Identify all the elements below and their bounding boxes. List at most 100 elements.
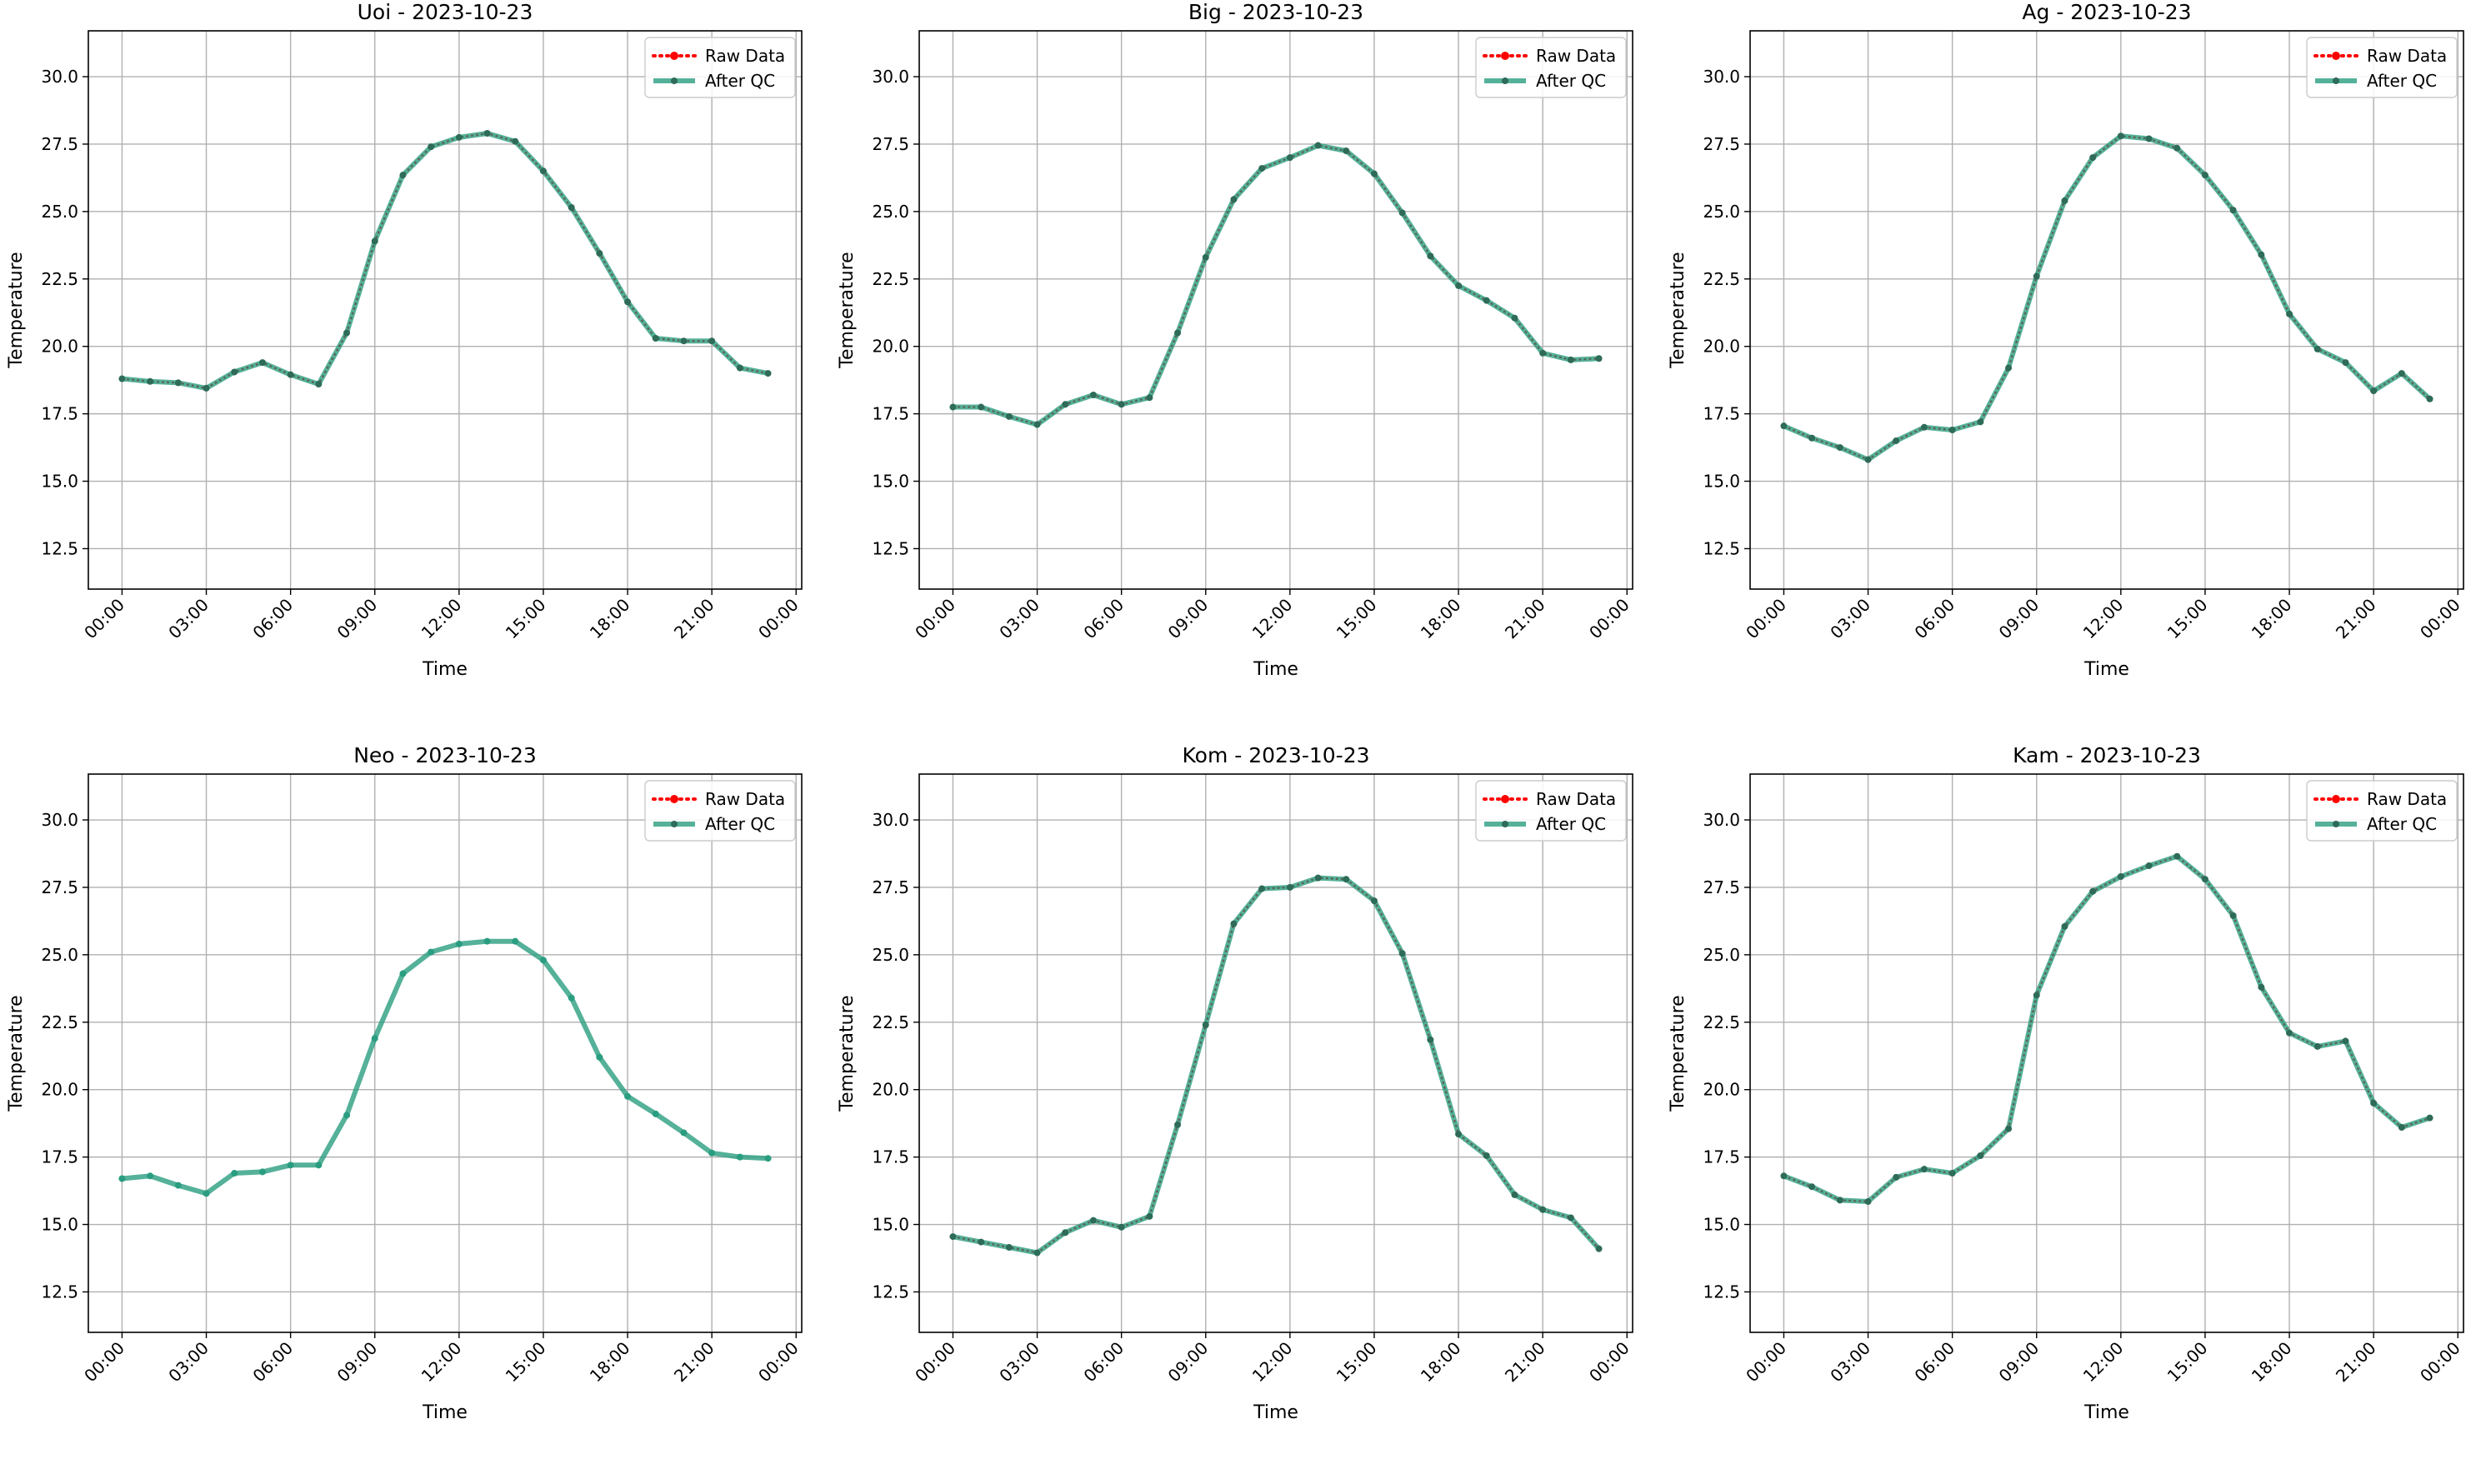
- x-tick-label: 00:00: [911, 1338, 959, 1387]
- x-tick-label: 12:00: [418, 1338, 466, 1387]
- x-tick-label: 09:00: [1995, 1338, 2043, 1387]
- data-point: [1483, 1152, 1490, 1159]
- series-line-raw-data: [1783, 134, 2431, 462]
- data-point: [1005, 1244, 1013, 1252]
- data-point: [2286, 1029, 2293, 1037]
- legend: Raw Data After QC: [644, 37, 796, 98]
- series-line-after-qc: [953, 142, 1599, 427]
- y-tick-label: 22.5: [41, 1012, 78, 1032]
- data-point: [258, 1168, 266, 1176]
- series-line-raw-data-overlay: [122, 132, 768, 389]
- data-point: [1595, 1245, 1603, 1252]
- x-tick-label: 03:00: [1826, 1338, 1874, 1387]
- x-tick-label: 06:00: [1910, 1338, 1958, 1387]
- x-tick-label: 12:00: [418, 595, 466, 643]
- x-tick-label: 06:00: [1079, 595, 1128, 643]
- data-point: [949, 403, 957, 411]
- data-point: [231, 1170, 238, 1177]
- x-tick-label: 18:00: [586, 595, 634, 643]
- data-point: [1398, 209, 1406, 217]
- data-point: [1836, 1197, 1843, 1204]
- y-tick-label: 30.0: [41, 810, 78, 830]
- chart-panel: 00:00 03:00 06:00 09:00 12:00 15:00 18:00 21:00…: [1668, 743, 2464, 1423]
- data-point: [568, 994, 575, 1002]
- data-point: [2117, 872, 2124, 880]
- data-point: [2173, 852, 2181, 860]
- x-tick-label: 03:00: [1826, 595, 1874, 643]
- x-axis-label: Time: [2083, 659, 2129, 680]
- data-point: [2398, 370, 2405, 377]
- data-point: [1370, 170, 1378, 177]
- data-point: [258, 359, 266, 367]
- y-tick-label: 25.0: [41, 202, 78, 222]
- y-tick-label: 30.0: [1703, 810, 1740, 830]
- data-point: [1118, 401, 1125, 408]
- y-tick-label: 27.5: [872, 877, 909, 897]
- x-tick-label: 12:00: [2079, 1338, 2128, 1387]
- data-point: [596, 250, 603, 257]
- y-tick-label: 27.5: [1703, 877, 1740, 897]
- data-point: [736, 364, 743, 372]
- x-tick-label: 15:00: [502, 595, 550, 643]
- chart-title: Ag - 2023-10-23: [2022, 0, 2191, 24]
- data-point: [287, 371, 294, 378]
- x-tick-label: 09:00: [333, 1338, 382, 1387]
- y-tick-label: 15.0: [872, 472, 909, 492]
- chart-panel: 00:00 03:00 06:00 09:00 12:00 15:00 18:00 21:00…: [6, 743, 803, 1423]
- data-point: [1062, 1229, 1069, 1237]
- legend-marker-raw-data: [1501, 52, 1509, 60]
- y-tick-label: 27.5: [1703, 134, 1740, 154]
- y-tick-label: 25.0: [1703, 945, 1740, 965]
- y-tick-label: 22.5: [1703, 269, 1740, 289]
- axes-frame: [88, 30, 803, 590]
- legend-label-raw-data: Raw Data: [2367, 789, 2447, 809]
- data-point: [455, 133, 463, 141]
- data-point: [1033, 1249, 1041, 1257]
- y-tick-label: 20.0: [41, 337, 78, 357]
- data-point: [2201, 876, 2208, 883]
- data-point: [455, 940, 463, 947]
- y-tick-label: 12.5: [41, 538, 78, 558]
- x-tick-label: 03:00: [164, 595, 213, 643]
- data-point: [2342, 359, 2349, 367]
- y-tick-label: 22.5: [872, 1012, 909, 1032]
- y-tick-label: 25.0: [1703, 202, 1740, 222]
- x-tick-label: 00:00: [754, 1338, 803, 1387]
- data-point: [1343, 876, 1350, 883]
- legend-marker-after-qc: [671, 77, 678, 84]
- series-line-after-qc: [1783, 133, 2432, 462]
- data-point: [680, 337, 688, 345]
- x-tick-label: 09:00: [1995, 595, 2043, 643]
- legend-marker-after-qc: [1502, 77, 1508, 84]
- data-point: [1258, 885, 1266, 892]
- data-point: [203, 384, 210, 392]
- x-tick-label: 21:00: [1501, 595, 1549, 643]
- x-tick-label: 21:00: [670, 1338, 718, 1387]
- data-point: [652, 1110, 659, 1117]
- data-point: [680, 1129, 688, 1137]
- x-tick-label: 12:00: [1248, 1338, 1297, 1387]
- data-point: [2229, 912, 2237, 919]
- y-tick-label: 20.0: [1703, 1080, 1740, 1100]
- y-tick-label: 30.0: [1703, 67, 1740, 87]
- data-point: [1780, 1172, 1788, 1180]
- data-point: [1230, 920, 1238, 927]
- data-point: [1567, 356, 1574, 363]
- x-axis-label: Time: [2083, 1402, 2129, 1423]
- data-point: [1893, 1173, 1900, 1181]
- data-point: [1089, 391, 1097, 398]
- chart-title: Neo - 2023-10-23: [353, 743, 537, 767]
- legend-label-after-qc: After QC: [1536, 71, 1606, 91]
- data-point: [978, 403, 985, 411]
- legend-marker-after-qc: [2333, 821, 2339, 827]
- data-point: [2342, 1037, 2349, 1045]
- y-tick-label: 27.5: [41, 877, 78, 897]
- chart-title: Uoi - 2023-10-23: [358, 0, 533, 24]
- data-point: [1202, 253, 1209, 261]
- data-point: [483, 129, 491, 137]
- y-tick-label: 15.0: [872, 1215, 909, 1235]
- data-point: [1977, 1152, 1984, 1159]
- legend-marker-after-qc: [2333, 77, 2339, 84]
- series-line-raw-data: [953, 877, 1600, 1254]
